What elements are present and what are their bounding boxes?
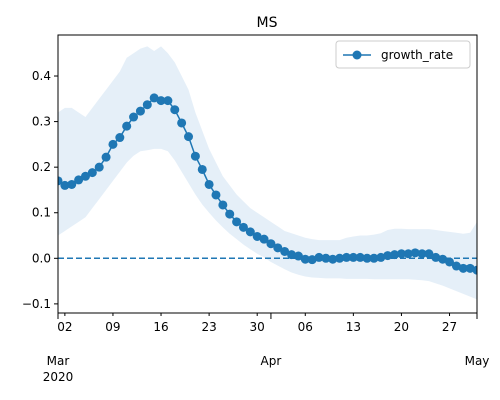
data-point — [431, 252, 441, 262]
data-point — [362, 253, 372, 263]
y-tick-label: 0.2 — [32, 160, 51, 174]
x-minor-tick-label: 02 — [57, 320, 72, 334]
data-point — [156, 96, 166, 106]
x-major-tick-year-label: 2020 — [43, 370, 74, 384]
data-point — [383, 251, 393, 261]
data-point — [376, 252, 386, 262]
data-point — [115, 133, 125, 143]
data-point — [238, 222, 248, 232]
data-point — [348, 252, 358, 262]
data-point — [438, 254, 448, 264]
y-tick-label: 0.1 — [32, 206, 51, 220]
data-point — [355, 252, 365, 262]
legend: growth_rate — [335, 40, 471, 69]
data-point — [129, 112, 139, 122]
axis-ticks: −0.1 0.0 0.1 0.2 0.3 0.4 02 09 16 23 30 06 13 20 27 Mar… — [22, 69, 490, 384]
data-point — [451, 261, 461, 271]
data-point — [218, 200, 228, 210]
data-point — [170, 105, 180, 115]
data-point — [197, 164, 207, 174]
legend-box — [335, 40, 471, 69]
x-minor-tick-label: 16 — [153, 320, 168, 334]
data-point — [341, 252, 351, 262]
data-point — [300, 254, 310, 264]
x-major-tick-label: Mar — [47, 354, 70, 368]
data-point — [396, 249, 406, 259]
data-point — [458, 263, 468, 273]
data-point — [74, 175, 84, 185]
data-point — [163, 96, 173, 106]
data-point — [465, 263, 475, 273]
y-tick-label: −0.1 — [22, 297, 51, 311]
data-point — [142, 100, 152, 110]
data-point — [60, 180, 70, 190]
data-point — [108, 139, 118, 149]
data-point — [328, 254, 338, 264]
data-point — [314, 252, 324, 262]
data-point — [293, 251, 303, 261]
data-point — [445, 257, 455, 267]
data-point — [321, 253, 331, 263]
data-point — [424, 249, 434, 259]
data-point — [149, 93, 159, 103]
data-point — [87, 168, 97, 178]
x-minor-tick-label: 20 — [394, 320, 409, 334]
x-major-tick-label: May — [465, 354, 490, 368]
data-point — [122, 121, 132, 131]
data-point — [307, 255, 317, 265]
data-point — [190, 151, 200, 161]
data-point — [390, 250, 400, 260]
data-point — [232, 217, 242, 227]
x-major-tick-label: Apr — [261, 354, 282, 368]
data-point — [410, 248, 420, 258]
data-point — [177, 118, 187, 128]
plot-content — [58, 46, 477, 300]
data-point — [403, 249, 413, 259]
data-point — [204, 179, 214, 189]
data-point — [369, 253, 379, 263]
x-minor-tick-label: 13 — [346, 320, 361, 334]
data-point — [80, 171, 90, 181]
data-point — [245, 227, 255, 237]
data-point — [417, 249, 427, 259]
x-minor-tick-label: 27 — [442, 320, 457, 334]
x-minor-tick-label: 30 — [250, 320, 265, 334]
x-minor-tick-label: 09 — [105, 320, 120, 334]
x-minor-tick-label: 06 — [298, 320, 313, 334]
data-point — [101, 152, 111, 162]
data-point — [225, 209, 235, 219]
data-point — [67, 179, 77, 189]
axes-frame — [57, 34, 478, 314]
data-point — [252, 231, 262, 241]
data-point — [259, 234, 269, 244]
chart-title: MS — [257, 15, 278, 31]
data-point — [335, 253, 345, 263]
x-minor-tick-label: 23 — [201, 320, 216, 334]
data-point — [211, 190, 221, 200]
confidence-band — [58, 46, 477, 300]
data-point — [94, 162, 104, 172]
data-point — [266, 239, 276, 249]
legend-label: growth_rate — [381, 48, 453, 62]
data-point — [184, 132, 194, 142]
data-point — [472, 265, 477, 275]
y-tick-label: 0.0 — [32, 251, 51, 265]
y-tick-label: 0.3 — [32, 115, 51, 129]
plot-area — [58, 46, 477, 300]
data-point — [135, 106, 145, 116]
data-point — [280, 246, 290, 256]
legend-point-marker — [352, 50, 362, 60]
y-tick-label: 0.4 — [32, 69, 51, 83]
data-point — [273, 243, 283, 253]
data-point — [287, 250, 297, 260]
